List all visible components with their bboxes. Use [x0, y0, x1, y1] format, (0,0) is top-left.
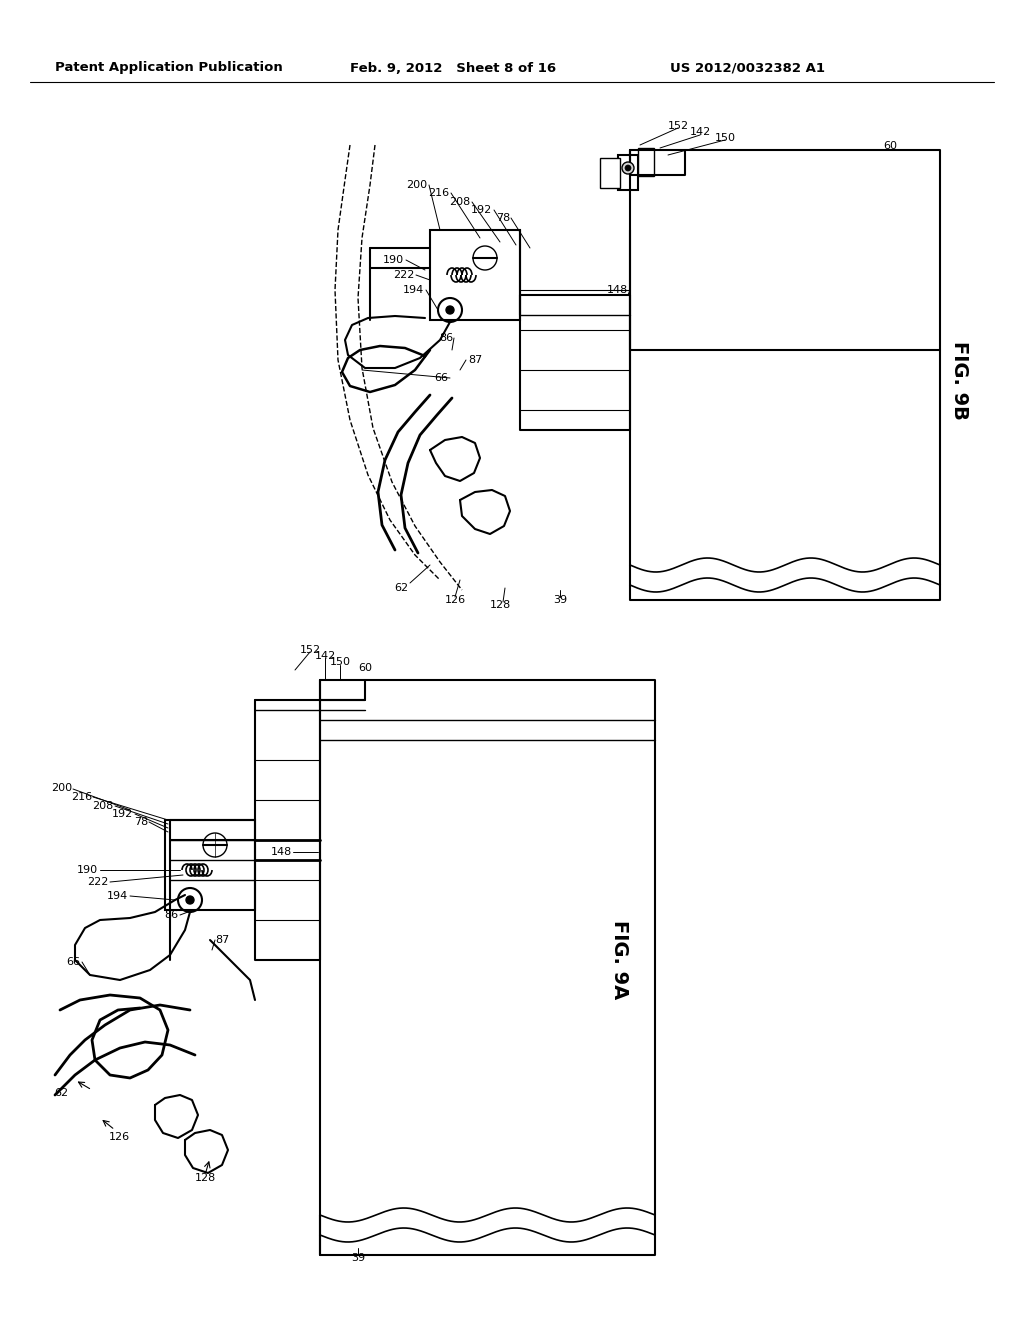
Text: 192: 192 [112, 809, 133, 818]
Text: 86: 86 [164, 909, 178, 920]
Text: 194: 194 [106, 891, 128, 902]
Text: 62: 62 [394, 583, 408, 593]
Text: 39: 39 [553, 595, 567, 605]
Text: 152: 152 [668, 121, 688, 131]
Text: 148: 148 [607, 285, 628, 294]
Text: 126: 126 [444, 595, 466, 605]
Text: 142: 142 [314, 651, 336, 661]
Text: 148: 148 [270, 847, 292, 857]
Text: 66: 66 [66, 957, 80, 968]
Text: 66: 66 [434, 374, 449, 383]
Circle shape [622, 162, 634, 174]
Text: 87: 87 [468, 355, 482, 366]
Text: 78: 78 [134, 817, 148, 828]
Bar [600, 158, 620, 187]
Text: 208: 208 [92, 801, 113, 810]
Text: 192: 192 [471, 205, 492, 215]
Bar [430, 230, 520, 319]
Text: 216: 216 [428, 187, 449, 198]
Text: 126: 126 [109, 1133, 130, 1142]
Text: 78: 78 [496, 213, 510, 223]
Bar [165, 820, 255, 909]
Text: 87: 87 [215, 935, 229, 945]
Text: 150: 150 [715, 133, 735, 143]
Text: 216: 216 [71, 792, 92, 803]
Text: 142: 142 [689, 127, 711, 137]
Text: 152: 152 [299, 645, 321, 655]
Text: 190: 190 [383, 255, 404, 265]
Text: 222: 222 [87, 876, 108, 887]
Text: FIG. 9A: FIG. 9A [610, 920, 630, 999]
Circle shape [446, 306, 454, 314]
Text: 128: 128 [489, 601, 511, 610]
Circle shape [186, 896, 194, 904]
Text: 208: 208 [449, 197, 470, 207]
Bar [638, 148, 654, 176]
Text: 60: 60 [883, 141, 897, 150]
Text: FIG. 9B: FIG. 9B [950, 341, 970, 420]
Text: US 2012/0032382 A1: US 2012/0032382 A1 [670, 62, 825, 74]
Circle shape [625, 165, 631, 172]
Text: 200: 200 [51, 783, 72, 793]
Text: Feb. 9, 2012   Sheet 8 of 16: Feb. 9, 2012 Sheet 8 of 16 [350, 62, 556, 74]
Text: 194: 194 [402, 285, 424, 294]
Text: 128: 128 [195, 1173, 216, 1183]
Text: 190: 190 [77, 865, 98, 875]
Text: 60: 60 [358, 663, 372, 673]
Text: 62: 62 [54, 1088, 68, 1098]
Text: 200: 200 [406, 180, 427, 190]
Text: 150: 150 [330, 657, 350, 667]
Text: 222: 222 [392, 271, 414, 280]
Text: 86: 86 [439, 333, 453, 343]
Bar [618, 154, 638, 190]
Text: 39: 39 [351, 1253, 366, 1263]
Text: Patent Application Publication: Patent Application Publication [55, 62, 283, 74]
